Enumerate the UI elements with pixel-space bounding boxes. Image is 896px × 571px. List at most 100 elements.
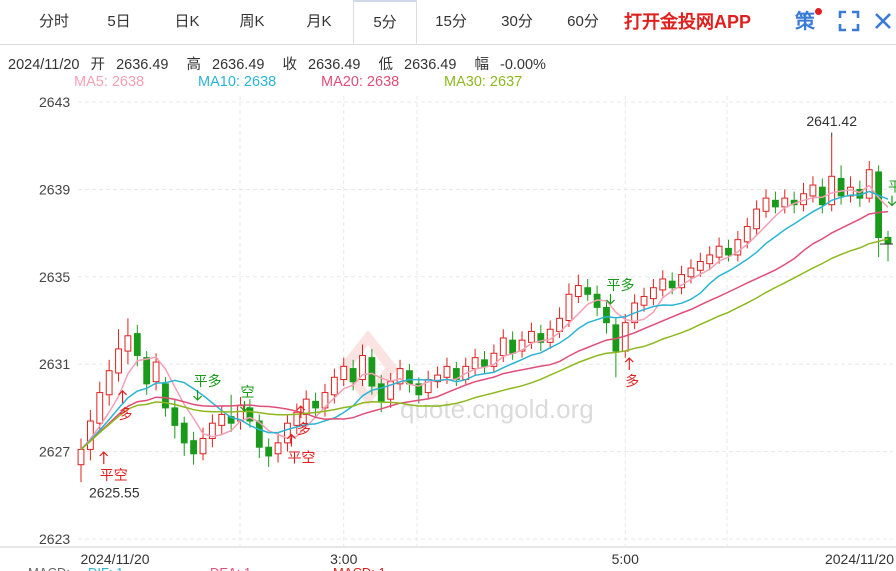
candle-73 xyxy=(762,189,770,218)
tab-daily-k[interactable]: 日K xyxy=(174,13,200,30)
candle-75 xyxy=(781,189,789,214)
annotation-3: 多 xyxy=(118,389,133,422)
x-tick-label-3: 2024/11/20 xyxy=(825,551,894,567)
candle-35 xyxy=(406,364,413,393)
candle-body-61 xyxy=(649,287,657,300)
annotation-2: 平空 xyxy=(99,451,128,483)
tab-60min[interactable]: 60分 xyxy=(567,13,599,30)
fullscreen-icon[interactable] xyxy=(838,10,860,32)
period-tab-bar: 分时 5日 日K 周K 月K 5分 15分 30分 60分 打开金投网APP 策 xyxy=(0,0,896,45)
tab-5min[interactable]: 5分 xyxy=(353,0,417,44)
candle-body-54 xyxy=(584,287,592,295)
annotation-8: 平多 xyxy=(606,277,634,305)
candle-body-70 xyxy=(734,239,742,256)
candle-body-62 xyxy=(659,278,667,291)
tab-intraday[interactable]: 分时 xyxy=(38,13,69,30)
candle-body-50 xyxy=(546,328,554,343)
candle-47 xyxy=(518,331,526,358)
candle-30 xyxy=(359,344,366,387)
kline-chart[interactable]: quote.cngold.org 2643 2639 2635 2631 2627 2623… xyxy=(0,88,896,571)
candle-body-53 xyxy=(574,285,582,297)
candle-body-49 xyxy=(537,333,545,343)
candle-body-22 xyxy=(284,422,291,444)
candle-body-12 xyxy=(190,440,198,455)
y-tick-label-0: 2643 xyxy=(39,94,70,110)
ma-line-ma20 xyxy=(80,210,889,450)
annotation-label-3: 多 xyxy=(119,406,133,422)
quote-amplitude: 幅 -0.00% xyxy=(474,57,546,73)
tab-30min[interactable]: 30分 xyxy=(501,13,533,30)
quote-summary: 2024/11/20 开 2636.49 高 2636.49 收 2636.49… xyxy=(8,53,560,74)
close-icon[interactable] xyxy=(872,10,894,32)
candle-20 xyxy=(265,438,273,467)
candle-body-56 xyxy=(603,306,610,324)
annotation-label-1: 2625.55 xyxy=(89,484,140,500)
y-tick-label-1: 2639 xyxy=(39,181,70,197)
annotation-4: 平多 xyxy=(193,373,222,401)
candle-body-0 xyxy=(77,448,85,466)
candle-body-52 xyxy=(565,293,573,321)
tab-15min[interactable]: 15分 xyxy=(435,13,467,30)
quote-date: 2024/11/20 xyxy=(8,57,80,73)
candle-48 xyxy=(528,322,535,349)
open-app-link[interactable]: 打开金投网APP xyxy=(624,12,752,32)
candle-body-18 xyxy=(246,407,254,422)
candle-44 xyxy=(490,344,498,373)
candle-body-80 xyxy=(828,175,836,206)
ma-line-ma30 xyxy=(80,238,889,450)
candle-71 xyxy=(743,217,751,249)
candle-body-31 xyxy=(368,357,376,387)
candle-body-72 xyxy=(753,208,761,230)
candle-body-78 xyxy=(809,184,817,197)
candle-body-34 xyxy=(396,368,404,385)
x-tick-label-1: 3:00 xyxy=(330,551,357,567)
candle-body-21 xyxy=(274,442,282,455)
candle-9 xyxy=(162,377,169,417)
annotation-arrow-3 xyxy=(118,389,127,403)
candle-86 xyxy=(884,230,892,262)
candle-34 xyxy=(396,359,404,391)
candle-body-73 xyxy=(762,197,770,212)
policy-button[interactable]: 策 xyxy=(795,11,815,33)
candle-5 xyxy=(124,318,132,365)
candle-54 xyxy=(584,278,592,301)
candle-body-36 xyxy=(415,383,423,396)
tab-monthly-k[interactable]: 月K xyxy=(306,13,332,30)
candle-body-3 xyxy=(105,370,113,396)
candle-68 xyxy=(715,237,723,264)
candle-62 xyxy=(659,270,667,297)
tab-5day[interactable]: 5日 xyxy=(107,13,131,30)
candle-body-85 xyxy=(875,171,883,238)
annotation-label-6: 平空 xyxy=(287,450,315,466)
quote-low: 低 2636.49 xyxy=(378,57,457,73)
ma30-legend: MA30: 2637 xyxy=(444,74,523,90)
candle-body-11 xyxy=(180,422,188,444)
candle-body-81 xyxy=(837,177,845,197)
tab-weekly-k[interactable]: 周K xyxy=(239,13,265,30)
notification-dot xyxy=(815,8,822,15)
candle-46 xyxy=(509,331,517,360)
candle-10 xyxy=(171,399,179,439)
annotation-label-0: 2641.42 xyxy=(806,113,857,129)
annotation-arrow-6 xyxy=(287,433,296,447)
candle-body-32 xyxy=(377,383,385,402)
candle-body-29 xyxy=(349,368,357,383)
candle-body-68 xyxy=(715,245,723,258)
candle-body-13 xyxy=(199,437,207,455)
candle-body-44 xyxy=(490,352,498,367)
candle-84 xyxy=(865,160,873,203)
candle-23 xyxy=(293,403,301,435)
annotation-label-2: 平空 xyxy=(100,467,128,483)
candle-52 xyxy=(565,283,573,328)
candle-70 xyxy=(734,230,742,262)
candle-body-28 xyxy=(340,365,348,380)
candle-18 xyxy=(246,399,254,428)
quote-close: 收 2636.49 xyxy=(282,57,361,73)
candle-body-63 xyxy=(668,280,676,289)
candle-body-66 xyxy=(696,261,704,271)
candle-body-84 xyxy=(865,169,873,199)
candle-38 xyxy=(434,366,441,389)
candle-body-45 xyxy=(499,337,507,356)
candle-body-23 xyxy=(293,411,301,426)
candle-49 xyxy=(537,324,545,352)
